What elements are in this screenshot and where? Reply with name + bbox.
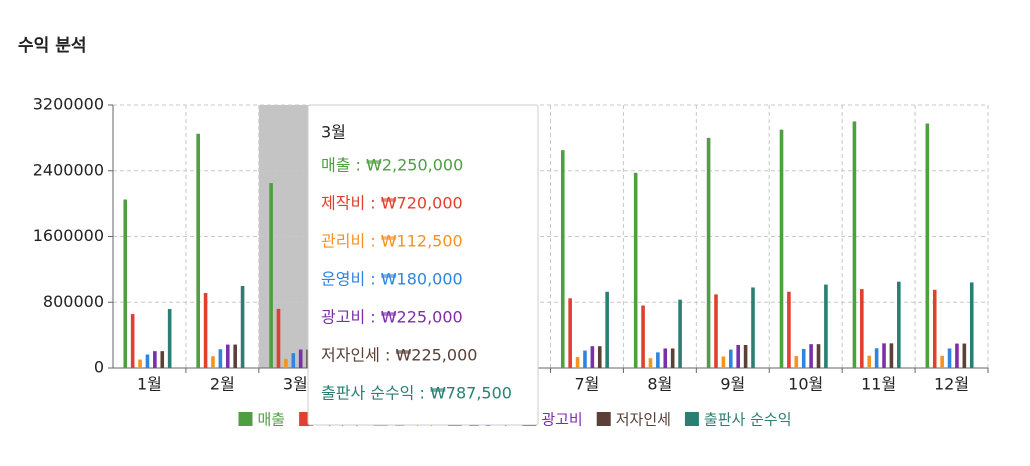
bar [145, 354, 150, 368]
bar [583, 350, 587, 368]
x-tick-label: 9월 [720, 375, 745, 394]
tooltip-line: 매출 : ₩2,250,000 [321, 156, 463, 175]
bar [605, 291, 609, 368]
tooltip-line: 저자인세 : ₩225,000 [321, 346, 477, 365]
bar [678, 299, 682, 368]
bar [897, 281, 901, 368]
bar [816, 344, 821, 368]
bar [225, 344, 230, 368]
bar [284, 358, 288, 368]
bar [947, 348, 952, 368]
bar [656, 352, 660, 368]
bar [721, 356, 726, 368]
bar [728, 349, 733, 368]
bar [779, 129, 784, 368]
legend-item: 저자인세 [596, 411, 671, 429]
x-tick-label: 7월 [575, 375, 600, 394]
bar [663, 348, 668, 368]
bar [743, 344, 748, 368]
bar [882, 343, 886, 368]
bar [269, 183, 273, 368]
bar [860, 289, 864, 368]
x-tick-label: 11월 [861, 375, 896, 394]
legend-item: 매출 [238, 411, 285, 429]
bar [787, 291, 791, 368]
bar [670, 348, 675, 368]
bar [276, 308, 281, 368]
bar [955, 343, 959, 368]
bar [160, 351, 165, 368]
bar [218, 349, 223, 368]
tooltip-title: 3월 [321, 123, 346, 142]
y-tick-label: 3200000 [33, 95, 104, 114]
bar [153, 351, 157, 368]
bar [211, 356, 215, 368]
x-tick-label: 12월 [934, 375, 969, 394]
y-tick-label: 800000 [43, 292, 104, 311]
chart-title: 수익 분석 [18, 36, 86, 56]
bar [167, 309, 172, 368]
legend-item: 출판사 순수익 [684, 411, 792, 429]
bar [794, 356, 799, 368]
bar [575, 357, 580, 368]
y-tick-label: 0 [94, 358, 104, 377]
bar [590, 346, 595, 368]
bar [867, 355, 872, 368]
bar [233, 344, 237, 368]
bar [568, 298, 572, 368]
x-tick-label: 3월 [283, 375, 308, 394]
bar [940, 355, 944, 368]
bar [633, 172, 638, 368]
tooltip-box [307, 104, 539, 426]
y-tick-label: 2400000 [33, 160, 104, 179]
bar [641, 305, 645, 368]
bar [801, 348, 806, 368]
bar [298, 349, 303, 368]
bar [889, 343, 894, 368]
bar [560, 150, 565, 368]
legend-label: 저자인세 [616, 411, 671, 429]
bar [969, 282, 974, 368]
legend-swatch [596, 412, 611, 426]
bar [824, 284, 828, 368]
tooltip-line: 출판사 순수익 : ₩787,500 [321, 384, 512, 403]
x-tick-label: 10월 [788, 375, 823, 394]
bar [962, 343, 967, 368]
tooltip-line: 관리비 : ₩112,500 [321, 232, 463, 251]
bar [932, 289, 937, 368]
bar [852, 121, 857, 368]
bar [123, 199, 128, 368]
tooltip-line: 제작비 : ₩720,000 [321, 194, 463, 213]
bar [240, 286, 245, 368]
bar [736, 344, 740, 368]
bar [648, 358, 653, 368]
x-tick-label: 8월 [647, 375, 672, 394]
x-tick-label: 1월 [137, 375, 162, 394]
bar [751, 287, 755, 368]
bar [925, 123, 930, 368]
legend-swatch [238, 412, 253, 426]
bar [874, 348, 879, 368]
bar [706, 137, 711, 368]
bar [597, 346, 602, 368]
bar [203, 293, 208, 368]
bar [196, 133, 200, 368]
bar [291, 353, 296, 368]
bar [130, 314, 135, 368]
x-tick-label: 2월 [210, 375, 235, 394]
y-tick-label: 1600000 [33, 226, 104, 245]
legend-label: 광고비 [541, 411, 582, 429]
legend-label: 매출 [257, 411, 285, 429]
bar [809, 344, 813, 368]
tooltip-line: 운영비 : ₩180,000 [321, 270, 463, 289]
legend-label: 출판사 순수익 [704, 411, 792, 429]
bar [714, 294, 718, 368]
tooltip-line: 광고비 : ₩225,000 [321, 308, 463, 327]
legend-swatch [684, 412, 699, 426]
bar [138, 359, 142, 368]
